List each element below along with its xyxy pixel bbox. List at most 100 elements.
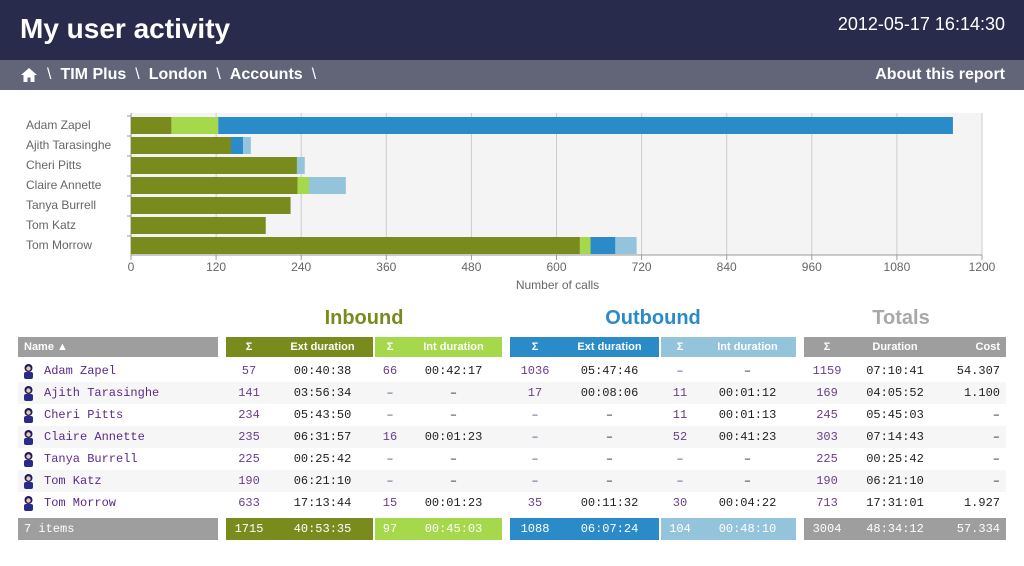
item-count: 7 items: [18, 518, 218, 540]
name-column-header[interactable]: Name ▲: [18, 337, 218, 357]
total-duration-header[interactable]: Duration: [850, 337, 940, 357]
breadcrumb-separator: \: [47, 66, 52, 83]
user-name-link[interactable]: Ajith Tarasinghe: [44, 386, 160, 400]
bar-segment: [131, 197, 291, 214]
cost-cell: –: [992, 430, 1000, 444]
bar-segment: [297, 177, 310, 194]
inbound-ext-duration-cell: 06:31:57: [293, 430, 352, 444]
x-tick-label: 720: [632, 260, 652, 274]
breadcrumb-item-tim-plus[interactable]: TIM Plus: [60, 66, 127, 83]
breadcrumb-separator: \: [135, 66, 140, 83]
outbound-ext-duration-header[interactable]: Ext duration: [560, 337, 659, 357]
inbound-int-count-cell: –: [386, 452, 394, 466]
user-icon: [24, 474, 33, 489]
outbound-ext-count-total: 1088: [510, 518, 560, 540]
breadcrumb-item-accounts[interactable]: Accounts: [229, 66, 303, 83]
outbound-int-duration-cell: 00:04:22: [718, 496, 777, 510]
bar-segment: [615, 237, 637, 254]
inbound-int-count-cell: 66: [382, 364, 398, 378]
x-tick-label: 0: [128, 260, 135, 274]
breadcrumb: \ TIM Plus \ London \ Accounts \: [20, 60, 325, 90]
bar-segment: [218, 117, 953, 134]
outbound-ext-count-cell: –: [531, 408, 539, 422]
inbound-int-count-cell: –: [386, 474, 394, 488]
user-name-link[interactable]: Cheri Pitts: [44, 408, 124, 422]
table-row: [18, 382, 1006, 404]
cost-cell: 54.307: [956, 364, 1000, 378]
outbound-int-count-header[interactable]: Σ: [661, 337, 699, 357]
bar-segment: [131, 177, 298, 194]
inbound-ext-duration-header[interactable]: Ext duration: [272, 337, 373, 357]
inbound-int-duration-total: 00:45:03: [405, 518, 502, 540]
outbound-ext-duration-cell: 00:08:06: [580, 386, 639, 400]
total-count-cell: 190: [816, 474, 838, 488]
inbound-int-count-cell: 16: [382, 430, 398, 444]
bar-segment: [131, 157, 297, 174]
inbound-int-count-cell: –: [386, 408, 394, 422]
inbound-int-duration-header[interactable]: Int duration: [405, 337, 502, 357]
inbound-int-duration-cell: –: [449, 386, 458, 400]
outbound-int-duration-cell: 00:01:13: [718, 408, 777, 422]
outbound-int-count-cell: –: [676, 452, 684, 466]
user-name-link[interactable]: Tom Katz: [44, 474, 102, 488]
cost-cell: 1.927: [963, 496, 1000, 510]
home-icon[interactable]: [20, 67, 38, 83]
cost-cell: –: [992, 452, 1000, 466]
inbound-ext-count-header[interactable]: Σ: [226, 337, 272, 357]
outbound-int-count-cell: 30: [672, 496, 688, 510]
inbound-int-count-cell: –: [386, 386, 394, 400]
user-name-link[interactable]: Claire Annette: [44, 430, 145, 444]
inbound-int-duration-cell: 00:42:17: [424, 364, 483, 378]
bar-segment: [171, 117, 219, 134]
outbound-ext-count-cell: 1036: [520, 364, 550, 378]
outbound-int-duration-cell: –: [743, 452, 752, 466]
inbound-ext-duration-cell: 17:13:44: [293, 496, 352, 510]
user-name-link[interactable]: Adam Zapel: [44, 364, 117, 378]
bar-segment: [243, 137, 251, 154]
outbound-ext-duration-cell: 00:11:32: [580, 496, 639, 510]
total-duration-cell: 17:31:01: [866, 496, 924, 510]
y-category-label: Tanya Burrell: [26, 198, 96, 212]
table-row: [18, 426, 1006, 448]
inbound-int-duration-cell: –: [449, 408, 458, 422]
inbound-ext-duration-cell: 06:21:10: [293, 474, 352, 488]
total-duration-cell: 07:10:41: [866, 364, 924, 378]
inbound-ext-duration-cell: 03:56:34: [293, 386, 352, 400]
y-category-label: Claire Annette: [26, 178, 102, 192]
inbound-ext-duration-cell: 05:43:50: [293, 408, 352, 422]
x-tick-label: 120: [206, 260, 226, 274]
outbound-int-count-total: 104: [661, 518, 699, 540]
x-tick-label: 840: [717, 260, 737, 274]
outbound-ext-duration-cell: –: [605, 474, 614, 488]
about-report-link[interactable]: About this report: [875, 66, 1005, 83]
cost-total: 57.334: [940, 518, 1006, 540]
y-category-label: Tom Katz: [26, 218, 76, 232]
x-axis-label: Number of calls: [516, 278, 599, 292]
bar-segment: [131, 237, 580, 254]
total-duration-cell: 07:14:43: [866, 430, 924, 444]
user-name-link[interactable]: Tanya Burrell: [44, 452, 138, 466]
user-icon: [24, 430, 33, 445]
inbound-section-title: Inbound: [324, 307, 404, 329]
total-count-header[interactable]: Σ: [804, 337, 850, 357]
inbound-int-duration-cell: 00:01:23: [424, 430, 483, 444]
outbound-ext-count-cell: –: [531, 474, 539, 488]
user-icon: [24, 408, 33, 423]
total-duration-total: 48:34:12: [850, 518, 940, 540]
cost-header[interactable]: Cost: [940, 337, 1006, 357]
total-count-cell: 245: [816, 408, 838, 422]
outbound-int-duration-cell: –: [743, 474, 752, 488]
x-tick-label: 240: [291, 260, 311, 274]
user-name-link[interactable]: Tom Morrow: [44, 496, 117, 510]
outbound-ext-count-header[interactable]: Σ: [510, 337, 560, 357]
x-tick-label: 1080: [884, 260, 911, 274]
outbound-int-duration-header[interactable]: Int duration: [699, 337, 796, 357]
breadcrumb-item-london[interactable]: London: [148, 66, 208, 83]
outbound-int-duration-cell: 00:01:12: [718, 386, 777, 400]
total-duration-cell: 00:25:42: [866, 452, 924, 466]
inbound-int-count-total: 97: [375, 518, 405, 540]
inbound-int-count-header[interactable]: Σ: [375, 337, 405, 357]
report-datetime: 2012-05-17 16:14:30: [837, 14, 1005, 34]
outbound-ext-duration-cell: –: [605, 430, 614, 444]
x-tick-label: 1200: [969, 260, 996, 274]
